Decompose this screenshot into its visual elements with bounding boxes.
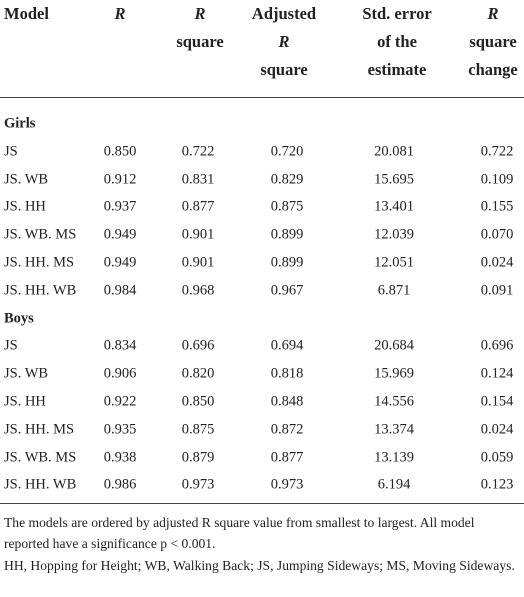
header-cell: R (114, 0, 125, 28)
cell-value: 0.901 (181, 226, 215, 243)
header-text: estimate (367, 60, 427, 79)
row-label: JS. WB. MS (4, 449, 77, 466)
header-text: square (469, 32, 517, 51)
cell-value: 0.850 (181, 393, 215, 410)
note: The models are ordered by adjusted R squ… (4, 515, 475, 551)
cell-value: 13.401 (374, 198, 414, 215)
cell-value: 0.938 (103, 449, 137, 466)
cell-value: 0.937 (103, 198, 137, 215)
cell-value: 0.973 (181, 476, 215, 493)
row-label: JS. HH (4, 393, 46, 410)
cell-value: 15.969 (374, 365, 414, 382)
cell-value: 0.722 (480, 143, 514, 160)
cell-value: 13.139 (374, 449, 414, 466)
cell-value: 0.024 (480, 421, 514, 438)
rule (0, 503, 524, 504)
cell-value: 0.834 (103, 337, 137, 354)
row-label: JS (4, 143, 18, 160)
header-text: Adjusted (251, 4, 317, 23)
cell-value: 0.155 (480, 198, 514, 215)
group-label: Girls (4, 115, 36, 132)
cell-value: 0.070 (480, 226, 514, 243)
cell-value: 0.877 (270, 449, 304, 466)
cell-value: 6.194 (377, 476, 411, 493)
cell-value: 20.081 (374, 143, 414, 160)
header-text: of the (377, 32, 417, 51)
header-text: Model (4, 4, 49, 23)
cell-value: 0.722 (181, 143, 215, 160)
cell-value: 0.901 (181, 254, 215, 271)
header-text: square (176, 32, 224, 51)
cell-value: 0.968 (181, 282, 215, 299)
cell-value: 0.967 (270, 282, 304, 299)
header-text: R (278, 32, 290, 51)
row-label: JS. WB (4, 171, 49, 188)
cell-value: 13.374 (374, 421, 414, 438)
cell-value: 0.059 (480, 449, 514, 466)
cell-value: 0.091 (480, 282, 514, 299)
cell-value: 0.875 (181, 421, 215, 438)
cell-value: 0.879 (181, 449, 215, 466)
cell-value: 12.051 (374, 254, 414, 271)
cell-value: 20.684 (374, 337, 414, 354)
row-label: JS. WB. MS (4, 226, 77, 243)
row-label: JS. HH (4, 198, 46, 215)
cell-value: 0.024 (480, 254, 514, 271)
cell-value: 0.899 (270, 226, 304, 243)
header-text: Std. error (362, 4, 432, 23)
cell-value: 0.899 (270, 254, 304, 271)
cell-value: 12.039 (374, 226, 414, 243)
header-cell: Model (4, 0, 49, 28)
header-cell: Std. error of the estimate (362, 0, 431, 84)
cell-value: 0.906 (103, 365, 137, 382)
cell-value: 0.877 (181, 198, 215, 215)
row-label: JS. HH. MS (4, 421, 75, 438)
cell-value: 0.820 (181, 365, 215, 382)
cell-value: 0.922 (103, 393, 137, 410)
cell-value: 14.556 (374, 393, 414, 410)
header-text: square (260, 60, 308, 79)
header-text: change (468, 60, 518, 79)
cell-value: 0.949 (103, 226, 137, 243)
cell-value: 0.912 (103, 171, 137, 188)
cell-value: 0.109 (480, 171, 514, 188)
cell-value: 0.935 (103, 421, 137, 438)
cell-value: 0.949 (103, 254, 137, 271)
cell-value: 0.124 (480, 365, 514, 382)
cell-value: 0.720 (270, 143, 304, 160)
header-text: R (114, 4, 126, 23)
rule (0, 97, 524, 98)
row-label: JS. HH. MS (4, 254, 75, 271)
cell-value: 0.872 (270, 421, 304, 438)
cell-value: 0.973 (270, 476, 304, 493)
cell-value: 0.818 (270, 365, 304, 382)
cell-value: 0.850 (103, 143, 137, 160)
row-label: JS (4, 337, 18, 354)
cell-value: 15.695 (374, 171, 414, 188)
cell-value: 0.875 (270, 198, 304, 215)
row-label: JS. HH. WB (4, 476, 77, 493)
cell-value: 0.696 (480, 337, 514, 354)
cell-value: 0.848 (270, 393, 304, 410)
header-text: R (487, 4, 499, 23)
header-text: R (194, 4, 206, 23)
cell-value: 0.154 (480, 393, 514, 410)
row-label: JS. WB (4, 365, 49, 382)
group-label: Boys (4, 310, 34, 327)
cell-value: 0.694 (270, 337, 304, 354)
cell-value: 6.871 (377, 282, 411, 299)
cell-value: 0.696 (181, 337, 215, 354)
cell-value: 0.986 (103, 476, 137, 493)
cell-value: 0.984 (103, 282, 137, 299)
cell-value: 0.829 (270, 171, 304, 188)
cell-value: 0.831 (181, 171, 215, 188)
row-label: JS. HH. WB (4, 282, 77, 299)
cell-value: 0.123 (480, 476, 514, 493)
note: HH, Hopping for Height; WB, Walking Back… (4, 558, 515, 573)
